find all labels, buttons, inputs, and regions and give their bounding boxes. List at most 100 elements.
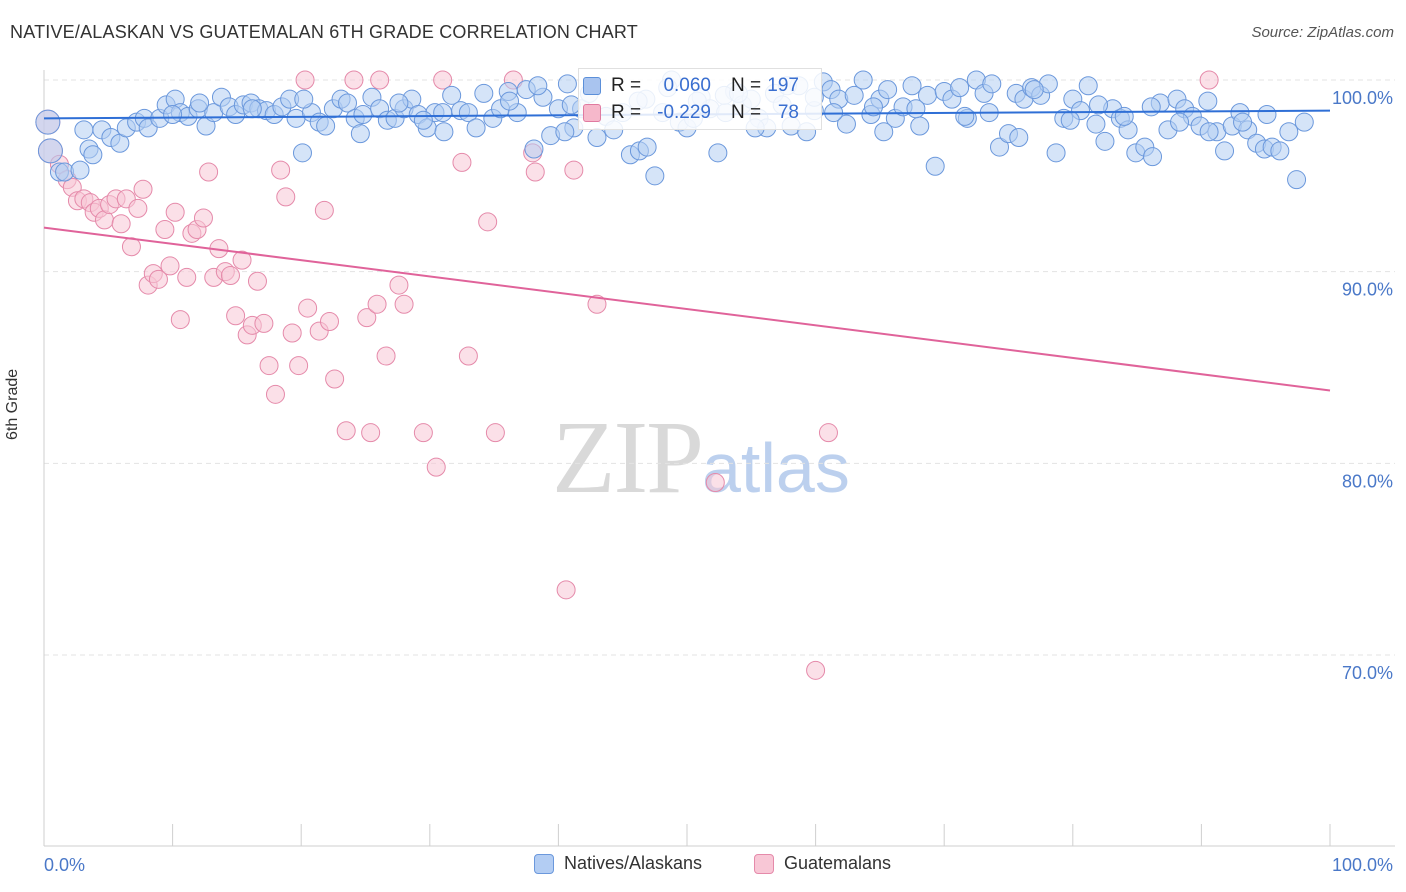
stats-n-value: 78 [777,102,799,123]
guatemalan-point [452,152,472,172]
native-alaskan-point [1114,106,1134,126]
guatemalan-point [295,70,315,90]
native-alaskan-point [1141,97,1161,117]
native-alaskan-point [474,83,494,103]
stats-n-label: N = [731,102,762,123]
legend-item-guatemalans[interactable]: Guatemalans [754,853,891,874]
native-alaskan-point [1086,114,1106,134]
y-tick-label: 100.0% [1332,88,1393,108]
x-tick-label-end: 100.0% [1332,855,1393,875]
native-alaskan-point [1078,76,1098,96]
guatemalan-point [458,346,478,366]
guatemalan-point [705,473,725,492]
native-alaskan-point [190,93,210,113]
stats-r-label: R = [611,102,642,123]
native-alaskan-point [35,109,61,135]
guatemalan-point [220,266,240,285]
guatemalan-point [806,660,826,680]
native-alaskan-point [1060,110,1080,130]
stats-r-value: -0.229 [657,102,711,123]
bottom-legend: Natives/Alaskans Guatemalans [0,850,1406,880]
native-alaskan-point [1233,112,1253,132]
native-alaskan-point [950,78,970,98]
watermark-zip: ZIP [552,400,704,515]
stats-n-value: 197 [767,75,799,96]
native-alaskan-point [413,110,433,130]
y-tick-label: 70.0% [1342,663,1393,683]
native-alaskan-point [955,106,975,126]
y-tick-labels: 100.0% 90.0% 80.0% 70.0% [1332,88,1393,683]
native-alaskan-point [1279,122,1299,142]
native-alaskan-point [587,128,607,147]
native-alaskan-point [1009,128,1029,147]
native-alaskan-point [389,93,409,113]
stats-row-guatemalans: R = -0.229 N = 78 [579,102,821,128]
native-alaskan-point [557,74,577,94]
guatemalan-point [170,310,190,330]
guatemalan-point [155,220,175,239]
native-alaskan-point [1170,112,1190,132]
watermark: ZIPatlas [552,398,850,517]
guatemalan-point [177,267,197,287]
guatemalan-point [232,250,252,270]
guatemalan-point [276,187,296,207]
native-alaskan-point [1046,143,1066,163]
native-alaskan-point [337,93,357,113]
native-alaskan-point [989,137,1009,157]
native-alaskan-point [1199,122,1219,142]
native-alaskan-point [37,138,63,164]
native-alaskan-point [1198,91,1218,111]
guatemalan-point [564,160,584,180]
guatemalan-point [165,202,185,222]
native-alaskan-point [1143,147,1163,167]
native-alaskan-point [294,89,314,109]
native-alaskan-point [292,143,312,163]
guatemalan-point [357,308,377,328]
stats-r-label: R = [611,75,642,96]
stats-n-label: N = [731,75,762,96]
y-tick-label: 80.0% [1342,471,1393,491]
native-alaskan-point [74,120,94,140]
legend-item-natives[interactable]: Natives/Alaskans [534,853,702,874]
native-alaskan-point [863,97,883,117]
guatemalan-point [485,423,505,443]
guatemalan-point [336,421,356,441]
guatemalan-point [1199,70,1219,90]
guatemalan-point [413,423,433,443]
native-alaskan-point [874,122,894,142]
native-alaskan-point [1215,141,1235,161]
guatemalan-point [376,346,396,366]
native-alaskan-point [316,116,336,136]
native-alaskan-point [1095,131,1115,151]
guatemalan-point [478,212,498,232]
stats-swatch-guatemalans [583,104,601,122]
native-alaskan-point [878,80,898,100]
legend-swatch-guatemalans [754,853,774,874]
native-alaskan-point [1294,112,1314,132]
guatemalan-point [556,580,576,600]
native-alaskan-point [637,137,657,157]
stats-swatch-natives [583,77,601,95]
native-alaskan-point [824,103,844,123]
guatemalan-point [247,271,267,291]
native-alaskan-point [708,143,728,163]
native-alaskan-point [353,105,373,124]
native-alaskan-point [70,160,90,180]
guatemalan-point [426,457,446,477]
guatemalan-point [133,179,153,199]
guatemalan-point [319,312,339,331]
native-alaskan-point [1257,105,1277,124]
stats-row-natives: R = 0.060 N = 197 [579,75,821,101]
guatemalan-point [282,323,302,343]
chart-title: NATIVE/ALASKAN VS GUATEMALAN 6TH GRADE C… [10,22,638,42]
native-alaskan-point [925,156,945,176]
native-alaskan-point [902,76,922,96]
guatemalan-point [389,275,409,295]
guatemalan-point [361,423,381,443]
guatemalan-point [259,356,279,376]
native-alaskan-point [433,103,453,123]
native-alaskan-point [910,116,930,136]
watermark-atlas: atlas [702,429,850,507]
guatemalan-point [226,306,246,326]
guatemalans-points [35,70,1219,680]
